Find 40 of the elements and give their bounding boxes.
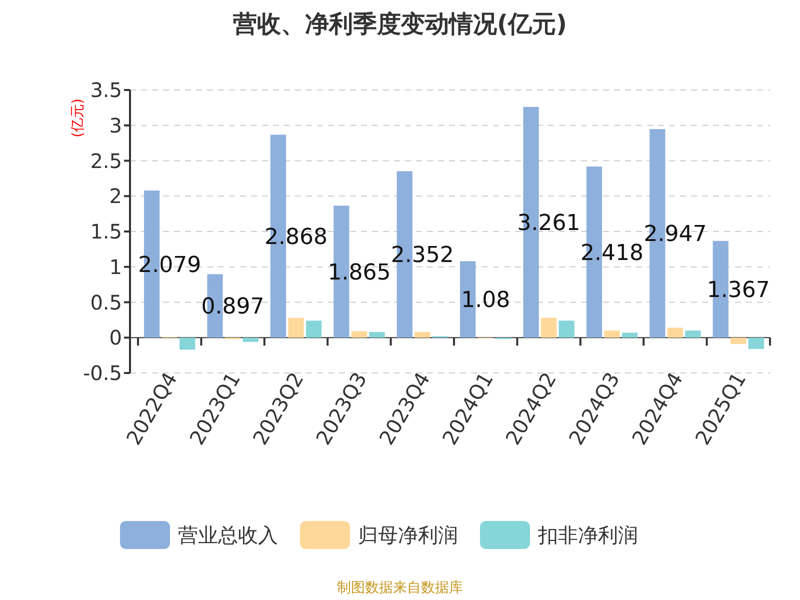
- data-label: 0.897: [201, 294, 264, 320]
- bar: [369, 332, 385, 338]
- data-label: 1.367: [706, 278, 770, 303]
- data-label: 2.947: [644, 222, 707, 248]
- legend-label: 营业总收入: [178, 523, 278, 547]
- y-tick-label: 3: [109, 113, 122, 138]
- y-tick-label: 1: [109, 254, 122, 279]
- bar: [604, 330, 620, 338]
- legend-label: 扣非净利润: [537, 523, 638, 547]
- y-tick-label: 0: [109, 326, 122, 350]
- y-tick-label: -0.5: [82, 361, 122, 385]
- y-tick-label: 3.5: [90, 78, 122, 102]
- bar: [351, 331, 368, 338]
- data-label: 2.868: [264, 224, 328, 250]
- bar: [288, 318, 304, 338]
- bar: [685, 330, 701, 338]
- bar: [667, 328, 684, 338]
- y-tick-label: 1.5: [90, 220, 122, 244]
- bar: [622, 332, 638, 338]
- y-axis-title: (亿元): [70, 98, 86, 138]
- bar: [730, 338, 746, 344]
- bar: [558, 320, 574, 338]
- data-label: 1.865: [328, 260, 391, 286]
- legend-label: 归母净利润: [358, 523, 458, 547]
- data-label: 2.079: [138, 252, 202, 278]
- data-label: 2.352: [390, 243, 454, 268]
- data-label: 2.418: [580, 240, 644, 266]
- bar: [180, 338, 196, 350]
- bar: [748, 338, 764, 349]
- y-tick-label: 2: [109, 184, 122, 208]
- bar: [414, 332, 430, 338]
- data-label: 1.08: [461, 288, 510, 314]
- bar: [306, 320, 322, 338]
- bar: [540, 318, 557, 338]
- data-label: 3.261: [517, 210, 580, 236]
- chart-title: 营收、净利季度变动情况(亿元): [232, 10, 567, 38]
- y-tick-label: 2.5: [90, 148, 122, 173]
- bar: [242, 338, 258, 342]
- text: 制图数据来自数据库: [337, 580, 463, 596]
- y-tick-label: 0.5: [90, 290, 122, 314]
